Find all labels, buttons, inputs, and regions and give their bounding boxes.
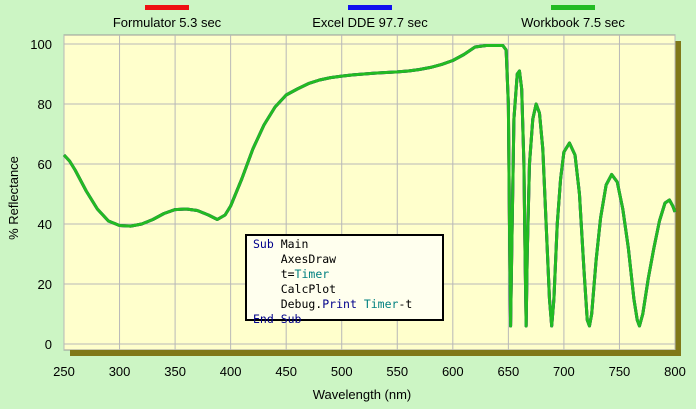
x-tick-label: 550 xyxy=(386,364,408,379)
code-token xyxy=(357,297,364,311)
code-token: AxesDraw xyxy=(253,252,337,266)
code-line: Debug.Print Timer-t xyxy=(253,297,442,312)
legend-swatch xyxy=(551,5,595,10)
code-token: CalcPlot xyxy=(253,282,337,296)
legend-label: Excel DDE 97.7 sec xyxy=(312,15,428,30)
x-tick-label: 750 xyxy=(609,364,631,379)
code-token: Main xyxy=(273,237,309,251)
code-token: Print xyxy=(322,297,357,311)
y-tick-label: 0 xyxy=(45,337,52,352)
code-token: Timer xyxy=(294,267,330,281)
code-line: t=Timer xyxy=(253,267,442,282)
x-tick-label: 250 xyxy=(53,364,75,379)
legend-label: Formulator 5.3 sec xyxy=(113,15,222,30)
x-tick-label: 650 xyxy=(498,364,520,379)
code-line: Sub Main xyxy=(253,237,442,252)
y-tick-label: 60 xyxy=(38,157,52,172)
x-tick-label: 700 xyxy=(553,364,575,379)
x-tick-label: 600 xyxy=(442,364,464,379)
y-axis-title: % Reflectance xyxy=(6,156,21,240)
y-tick-label: 20 xyxy=(38,277,52,292)
legend-swatch xyxy=(348,5,392,10)
code-token: Debug. xyxy=(253,297,323,311)
code-token: End Sub xyxy=(253,312,302,326)
x-axis-title: Wavelength (nm) xyxy=(313,387,412,402)
code-token: t= xyxy=(253,267,295,281)
x-tick-label: 400 xyxy=(220,364,242,379)
legend-swatch xyxy=(145,5,189,10)
code-line: End Sub xyxy=(253,312,442,327)
code-line: AxesDraw xyxy=(253,252,442,267)
frame-shadow xyxy=(70,350,681,356)
code-token: Timer xyxy=(363,297,399,311)
legend-label: Workbook 7.5 sec xyxy=(521,15,625,30)
code-token: Sub xyxy=(253,237,274,251)
x-tick-label: 450 xyxy=(275,364,297,379)
frame-shadow xyxy=(675,41,681,356)
x-tick-label: 350 xyxy=(164,364,186,379)
code-token: -t xyxy=(398,297,413,311)
x-tick-label: 800 xyxy=(664,364,686,379)
code-line: CalcPlot xyxy=(253,282,442,297)
y-tick-label: 40 xyxy=(38,217,52,232)
y-tick-label: 80 xyxy=(38,97,52,112)
x-tick-label: 300 xyxy=(109,364,131,379)
series-line xyxy=(62,44,677,328)
y-tick-label: 100 xyxy=(30,37,52,52)
x-tick-label: 500 xyxy=(331,364,353,379)
code-annotation: Sub Main AxesDraw t=Timer CalcPlot Debug… xyxy=(245,234,444,326)
